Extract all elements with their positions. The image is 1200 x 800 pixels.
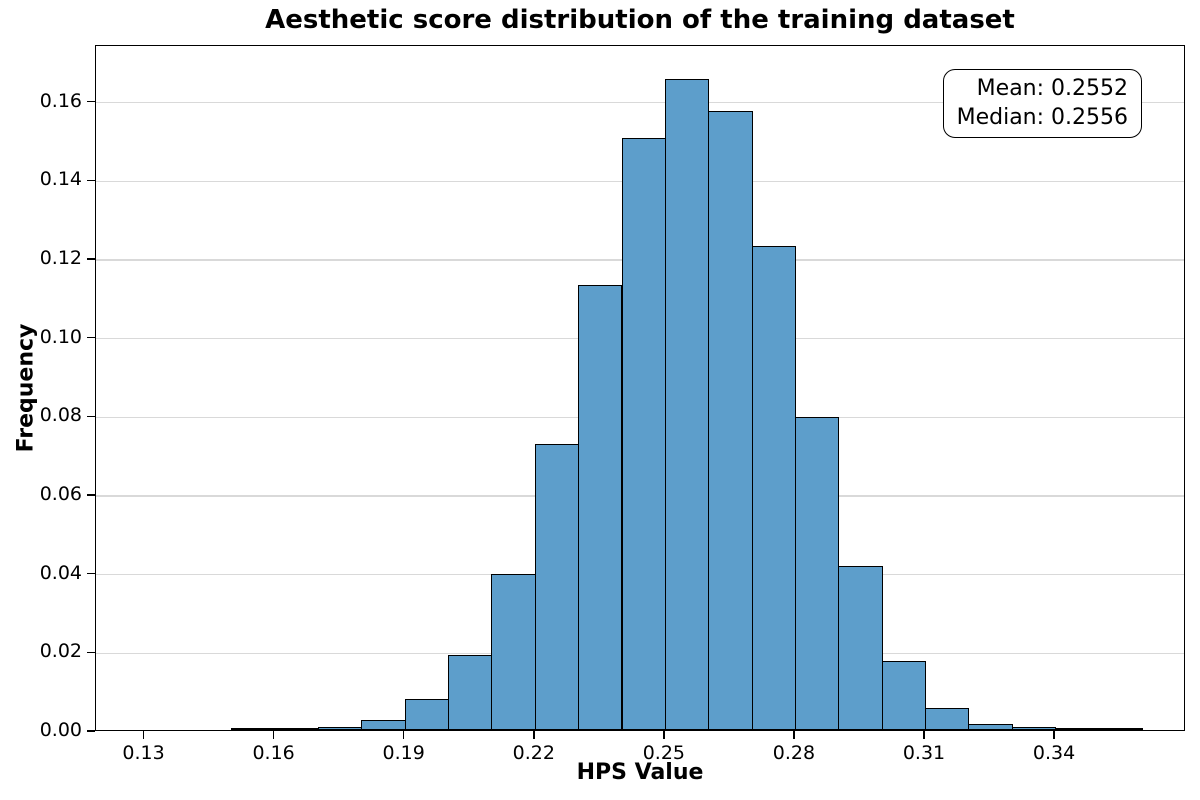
histogram-bar: [534, 443, 580, 730]
median-annotation-text: Median: 0.2556: [956, 105, 1128, 130]
histogram-bar: [881, 660, 926, 730]
x-tick-mark: [272, 731, 275, 739]
x-tick-label: 0.34: [1032, 742, 1076, 764]
y-tick-label: 0.08: [39, 404, 82, 427]
y-gridline: [96, 102, 1184, 104]
x-tick-mark: [1053, 731, 1055, 739]
histogram-bar: [1011, 726, 1057, 730]
y-tick-mark: [87, 494, 95, 496]
y-tick-mark: [87, 730, 95, 732]
histogram-bar: [448, 655, 493, 730]
y-tick-mark: [87, 572, 95, 575]
x-tick-label: 0.16: [252, 742, 295, 764]
histogram-bar: [274, 728, 319, 730]
x-tick-label: 0.19: [382, 742, 425, 764]
histogram-bar: [751, 245, 796, 730]
histogram-bar: [968, 724, 1013, 730]
y-tick-label: 0.04: [39, 561, 82, 584]
y-tick-mark: [87, 336, 95, 339]
y-tick-mark: [87, 415, 95, 418]
histogram-bar: [621, 138, 666, 730]
histogram-bar: [1055, 728, 1100, 730]
x-tick-mark: [142, 731, 145, 739]
histogram-bar: [404, 699, 450, 730]
y-axis-label: Frequency: [13, 323, 39, 453]
x-tick-label: 0.31: [902, 742, 946, 764]
x-axis-label: HPS Value: [576, 760, 704, 785]
histogram-bar: [708, 111, 753, 730]
histogram-bar: [361, 720, 406, 730]
y-tick-mark: [87, 258, 95, 260]
y-tick-label: 0.10: [39, 325, 82, 348]
histogram-bar: [318, 726, 363, 730]
y-tick-label: 0.06: [39, 482, 82, 505]
mean-annotation-text: Mean: 0.2552: [976, 76, 1128, 101]
y-tick-label: 0.16: [39, 89, 82, 112]
histogram-bar: [578, 284, 623, 730]
y-tick-mark: [87, 651, 95, 654]
histogram-bar: [664, 78, 710, 730]
stats-annotation-box: Mean: 0.2552 Median: 0.2556: [942, 69, 1142, 138]
histogram-bars-layer: [96, 46, 1184, 730]
histogram-bar: [231, 728, 276, 730]
y-tick-mark: [87, 179, 95, 182]
x-tick-mark: [793, 731, 795, 739]
histogram-bar: [794, 416, 840, 730]
histogram-bar: [1098, 728, 1143, 730]
x-tick-mark: [533, 731, 535, 739]
histogram-bar: [838, 566, 883, 730]
x-tick-label: 0.22: [512, 742, 555, 764]
y-tick-label: 0.12: [39, 246, 82, 269]
histogram-bar: [491, 573, 536, 730]
x-tick-mark: [402, 731, 405, 739]
x-tick-mark: [923, 731, 925, 739]
y-tick-mark: [87, 100, 95, 103]
histogram-bar: [925, 707, 970, 730]
plot-area: Mean: 0.2552 Median: 0.2556: [95, 45, 1185, 731]
x-tick-label: 0.13: [122, 742, 165, 764]
y-tick-label: 0.02: [39, 640, 82, 663]
chart-title: Aesthetic score distribution of the trai…: [265, 5, 1015, 35]
x-tick-mark: [663, 731, 665, 739]
x-tick-label: 0.25: [642, 742, 685, 764]
y-tick-label: 0.14: [39, 168, 82, 191]
x-tick-label: 0.28: [772, 742, 816, 764]
y-tick-label: 0.00: [39, 719, 82, 741]
